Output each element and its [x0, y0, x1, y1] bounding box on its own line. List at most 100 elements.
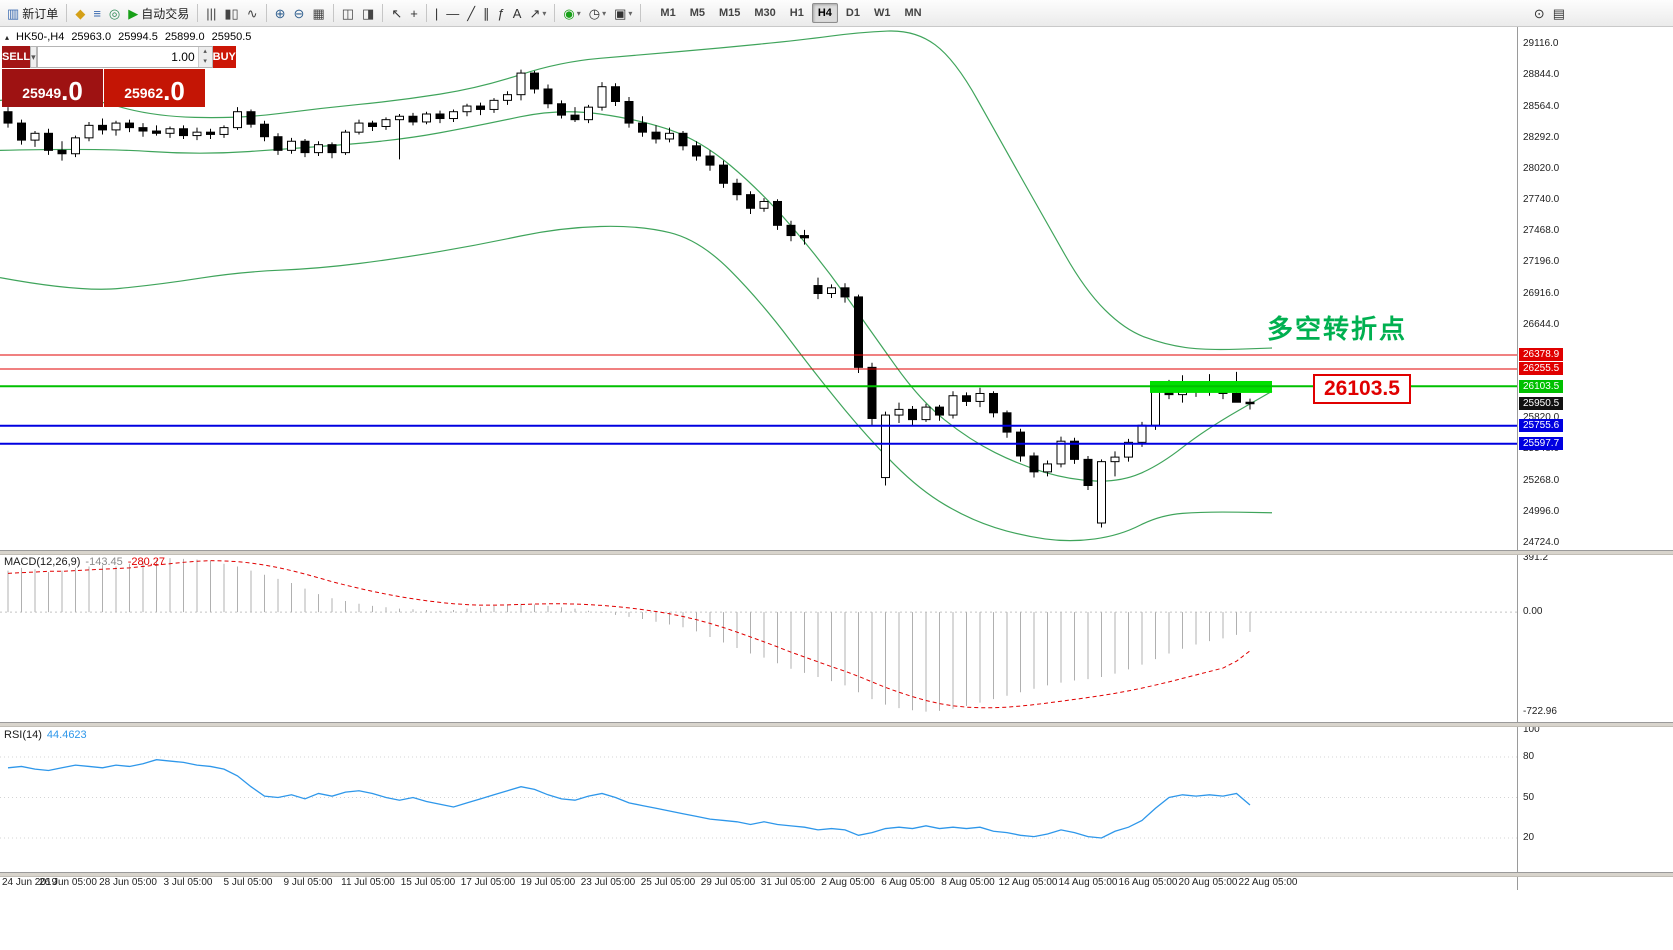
- candle: [773, 199, 782, 230]
- candle: [597, 82, 607, 111]
- clock-icon: ◷: [588, 5, 601, 21]
- search-button[interactable]: ⊙: [1531, 2, 1548, 24]
- price-axis[interactable]: 29116.0 28844.0 28564.0 28292.0 28020.0 27740…: [1517, 27, 1673, 890]
- zoom-in-button[interactable]: ⊕: [272, 2, 289, 24]
- text-button[interactable]: A: [510, 2, 525, 24]
- time-axis[interactable]: 24 Jun 2019 26 Jun 05:00 28 Jun 05:00 3 Jul…: [0, 877, 1517, 890]
- macd-signal-value: -280.27: [127, 556, 166, 568]
- candle: [84, 121, 94, 142]
- line-chart-button[interactable]: ∿: [244, 2, 261, 24]
- candle: [584, 104, 593, 124]
- candle: [557, 100, 566, 119]
- timeframe-d1-button[interactable]: D1: [845, 7, 860, 19]
- symbol-marker-icon: ▴: [5, 32, 10, 42]
- candle: [17, 119, 26, 145]
- rsi-axis-label: 50: [1523, 791, 1535, 803]
- bar-close: 25950.5: [211, 31, 252, 43]
- chart-shift-button[interactable]: ◨: [359, 2, 377, 24]
- candle: [840, 283, 850, 303]
- timeframe-w1-button[interactable]: W1: [873, 7, 891, 19]
- timeframe-m15-button[interactable]: M15: [718, 7, 741, 19]
- toolbar-separator: [640, 4, 642, 22]
- fibonacci-button[interactable]: ƒ: [495, 2, 508, 24]
- timeframe-m5-button[interactable]: M5: [689, 7, 705, 19]
- macd-signal-line: [7, 560, 1251, 709]
- candle: [692, 141, 701, 161]
- price-axis-label: 27196.0: [1523, 256, 1560, 268]
- grid-icon: ▦: [312, 5, 325, 21]
- level-price-label[interactable]: 26103.5: [1313, 374, 1411, 404]
- data-window-button[interactable]: ≡: [90, 2, 104, 24]
- zoom-in-icon: ⊕: [274, 5, 286, 21]
- layout-button[interactable]: ▤: [1550, 2, 1568, 24]
- symbol-title: HK50-,H4: [16, 31, 65, 43]
- candle: [624, 96, 634, 128]
- chevron-down-icon: ▾: [628, 8, 633, 18]
- candle: [381, 117, 391, 130]
- toolbar-separator: [554, 4, 556, 22]
- navigator-button[interactable]: ◎: [106, 2, 123, 24]
- trendline-button[interactable]: ╱: [464, 2, 478, 24]
- turning-point-annotation[interactable]: 多空转折点: [1267, 314, 1408, 344]
- price-axis-label: 28564.0: [1523, 100, 1560, 112]
- horizontal-line-button[interactable]: ―: [443, 2, 462, 24]
- candle: [1097, 459, 1106, 528]
- timeframe-m30-button[interactable]: M30: [754, 7, 776, 19]
- sell-button[interactable]: SELL: [2, 46, 31, 68]
- sell-price-panel[interactable]: 25949.0: [2, 69, 103, 107]
- candle: [530, 70, 539, 94]
- navigator-icon: ◎: [108, 5, 121, 21]
- timeframe-h4-button[interactable]: H4: [811, 3, 838, 23]
- autotrading-button-label: 自动交易: [141, 6, 190, 21]
- channel-button[interactable]: ∥: [480, 2, 493, 24]
- auto-scroll-button[interactable]: ▦: [309, 2, 327, 24]
- cursor-button[interactable]: ↖: [388, 2, 405, 24]
- indicators-button[interactable]: ◉ ▾: [560, 2, 583, 24]
- volume-dropdown-button[interactable]: ▾: [30, 46, 37, 68]
- candle: [800, 229, 809, 245]
- rsi-value: 44.4623: [46, 729, 87, 741]
- candle: [948, 391, 958, 419]
- candle: [3, 107, 13, 128]
- buy-price-panel[interactable]: 25962.0: [104, 69, 205, 107]
- periods-button[interactable]: ◷ ▾: [586, 2, 609, 24]
- panel-separator[interactable]: [0, 550, 1673, 555]
- candle-chart-button[interactable]: ▮▯: [221, 2, 241, 24]
- macd-name: MACD(12,26,9): [4, 556, 81, 568]
- time-axis-label: 3 Jul 05:00: [163, 877, 213, 888]
- timeframe-mn-button[interactable]: MN: [904, 7, 922, 19]
- candle: [287, 137, 296, 154]
- autotrading-button[interactable]: ▶ 自动交易: [125, 2, 192, 24]
- volume-decrease-button[interactable]: ▾: [198, 57, 212, 67]
- tile-windows-button[interactable]: ◫: [339, 2, 357, 24]
- candle: [908, 405, 917, 426]
- volume-input[interactable]: [37, 47, 198, 67]
- new-order-icon: ▥: [7, 5, 20, 21]
- crosshair-button[interactable]: +: [407, 2, 421, 24]
- buy-button[interactable]: BUY: [212, 46, 236, 68]
- chart-window[interactable]: ▴ HK50-,H4 25963.0 25994.5 25899.0 25950…: [0, 27, 1517, 890]
- panel-separator[interactable]: [0, 872, 1673, 877]
- bar-chart-button[interactable]: |||: [203, 2, 219, 24]
- timeframe-h1-button[interactable]: H1: [789, 7, 804, 19]
- market-watch-button[interactable]: ◆: [72, 2, 88, 24]
- zoom-out-button[interactable]: ⊖: [291, 2, 308, 24]
- candle: [179, 125, 188, 139]
- macd-axis-label: -722.96: [1523, 706, 1557, 717]
- candle: [408, 112, 418, 126]
- price-line-badge: 26378.9: [1519, 348, 1564, 362]
- layout-icon: ▤: [1552, 5, 1565, 21]
- candle: [449, 109, 458, 122]
- vertical-line-button[interactable]: |: [432, 2, 441, 24]
- horizontal-line-icon: ―: [446, 5, 460, 21]
- time-axis-label: 17 Jul 05:00: [460, 877, 516, 888]
- timeframe-m1-button[interactable]: M1: [660, 7, 676, 19]
- templates-button[interactable]: ▣ ▾: [611, 2, 635, 24]
- volume-increase-button[interactable]: ▴: [198, 47, 212, 57]
- panel-separator[interactable]: [0, 722, 1673, 727]
- arrows-button[interactable]: ↗ ▾: [526, 2, 549, 24]
- rsi-name: RSI(14): [4, 729, 42, 741]
- new-order-button[interactable]: ▥ 新订单: [4, 2, 61, 24]
- fibonacci-icon: ƒ: [497, 5, 505, 21]
- search-icon: ⊙: [1533, 5, 1545, 21]
